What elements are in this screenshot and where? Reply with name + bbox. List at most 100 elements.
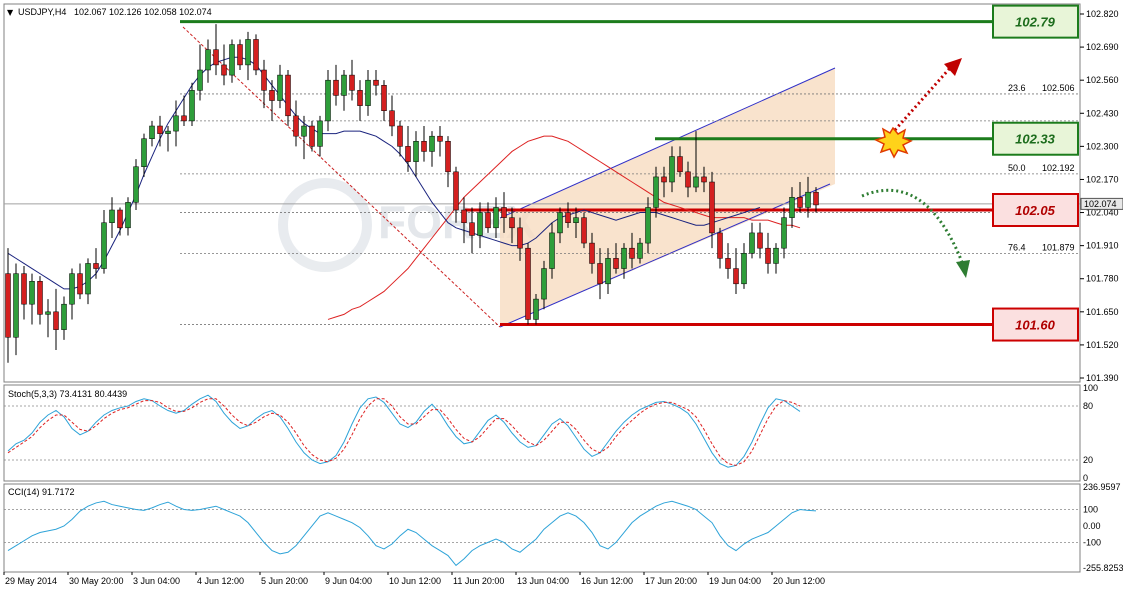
candle — [557, 207, 563, 244]
candle-body — [557, 212, 563, 234]
time-axis: 29 May 2014 30 May 20:00 3 Jun 04:00 4 Jun … — [3, 572, 825, 586]
candle — [813, 187, 819, 213]
fib-ratio: 23.6 — [1008, 83, 1026, 93]
candle — [693, 131, 699, 193]
candle — [645, 197, 651, 254]
time-tick-label: 4 Jun 12:00 — [197, 576, 244, 586]
candle — [461, 197, 467, 244]
candle — [53, 288, 59, 350]
candle-body — [813, 191, 819, 206]
candle-body — [717, 232, 723, 259]
candle — [277, 64, 283, 109]
candle — [661, 166, 667, 198]
candle — [189, 82, 195, 126]
candle — [493, 197, 499, 238]
candle — [477, 202, 483, 249]
candle-body — [13, 273, 19, 338]
candle — [589, 232, 595, 274]
candle-body — [341, 74, 347, 96]
candle — [525, 243, 531, 325]
candle — [61, 296, 67, 340]
candle-body — [29, 281, 35, 305]
level-box-label: 102.79 — [1015, 15, 1056, 30]
candle — [669, 146, 675, 193]
candle-body — [469, 222, 475, 236]
cci-line — [7, 500, 817, 567]
candle — [685, 161, 691, 198]
candle — [197, 44, 203, 101]
candle-body — [253, 39, 259, 71]
stoch-main-line — [7, 394, 801, 468]
time-tick-label: 10 Jun 12:00 — [389, 576, 441, 586]
candle-body — [189, 90, 195, 122]
stoch-tick-label: 100 — [1083, 383, 1098, 393]
candle-body — [45, 311, 51, 315]
candle — [789, 187, 795, 228]
fib-ratio: 50.0 — [1008, 163, 1026, 173]
candle-body — [533, 298, 539, 320]
candle-body — [629, 247, 635, 259]
candle-body — [589, 242, 595, 264]
candle — [805, 176, 811, 218]
candle-body — [93, 263, 99, 269]
cci-axis: 236.9597 100 0.00 -100 -255.8253 — [1083, 482, 1123, 573]
level-box — [992, 121, 1079, 156]
candle — [501, 192, 507, 233]
candle-body — [357, 90, 363, 106]
candle — [133, 159, 139, 210]
level-box — [992, 4, 1079, 39]
candle — [445, 136, 451, 188]
candle — [325, 70, 331, 132]
time-tick-label: 11 Jun 20:00 — [453, 576, 504, 586]
candle — [389, 95, 395, 137]
candle-body — [397, 125, 403, 147]
cci-tick-label: 100 — [1083, 505, 1098, 515]
candle-body — [237, 44, 243, 66]
candle — [549, 222, 555, 279]
candle-body — [213, 49, 219, 66]
candle-body — [245, 39, 251, 66]
candle-body — [157, 125, 163, 134]
candle — [341, 70, 347, 111]
candle-body — [405, 146, 411, 162]
candle — [517, 217, 523, 261]
candle-body — [797, 197, 803, 208]
candle — [93, 248, 99, 279]
candle-body — [61, 303, 67, 330]
candle — [717, 227, 723, 269]
candle-body — [741, 253, 747, 285]
candle — [709, 171, 715, 249]
candle-body — [37, 281, 43, 315]
stoch-axis: 100 80 20 0 — [1083, 383, 1098, 483]
candle — [581, 212, 587, 249]
candle-body — [445, 141, 451, 173]
price-tick-label: 101.520 — [1086, 340, 1119, 350]
candle — [397, 120, 403, 157]
candle — [37, 276, 43, 325]
cci-label: CCI(14) 91.7172 — [8, 487, 75, 497]
candle — [381, 80, 387, 121]
candle — [453, 166, 459, 223]
price-tick-label: 101.780 — [1086, 274, 1119, 284]
candle-body — [133, 166, 139, 203]
candle — [261, 59, 267, 109]
cci-tick-label: 236.9597 — [1083, 482, 1121, 492]
candle-body — [805, 191, 811, 208]
candle — [637, 238, 643, 264]
stoch-tick-label: 80 — [1083, 401, 1093, 411]
cci-panel: CCI(14) 91.7172 — [3, 483, 1081, 573]
candle — [405, 126, 411, 172]
candle-body — [77, 273, 83, 295]
candle — [181, 95, 187, 126]
candle — [469, 207, 475, 254]
candle — [13, 263, 19, 356]
candle-body — [669, 156, 675, 183]
price-channel-fill — [500, 68, 835, 327]
candle — [629, 232, 635, 269]
candle-body — [85, 263, 91, 295]
stoch-label: Stoch(5,3,3) 73.4131 80.4439 — [8, 389, 127, 399]
level-box — [992, 307, 1079, 342]
candle — [213, 24, 219, 76]
candle — [565, 202, 571, 228]
